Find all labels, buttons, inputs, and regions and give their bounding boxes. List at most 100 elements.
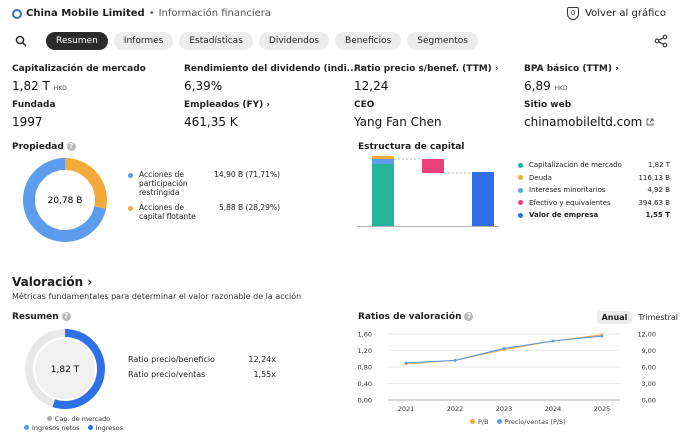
valuation-title[interactable]: Valoración › <box>12 275 93 289</box>
tab-resumen[interactable]: Resumen <box>46 32 108 50</box>
stat-ceo: CEO Yang Fan Chen <box>354 100 442 129</box>
ratios-line-chart: 1,60 12,00 1,20 9,00 0,80 6,00 0,40 3,00 0,00 0,0… <box>358 331 656 414</box>
legend-dot <box>46 416 52 421</box>
legend-label: Acciones de capital flotante <box>139 203 196 221</box>
help-icon[interactable]: ? <box>61 312 71 321</box>
stat-dividend-yield[interactable]: Rendimiento del dividendo (indi... › 6,3… <box>184 64 364 93</box>
page-header: China Mobile Limited • Información finan… <box>12 8 271 19</box>
ratio-row: Ratio precio/beneficio 12,24x <box>128 355 276 364</box>
capital-legend: Capitalización de mercado 1,82 T Deuda 116… <box>518 159 670 222</box>
stat-value: 1,82 T <box>12 79 50 93</box>
legend-item: Precio/ventas (P/S) <box>496 418 566 426</box>
y-tick-left: 0,00 <box>358 397 372 405</box>
stat-value: 6,89 <box>524 79 551 93</box>
help-icon[interactable]: ? <box>464 312 474 321</box>
stat-value: 6,39% <box>184 79 223 93</box>
share-icon[interactable] <box>654 34 668 48</box>
donut-segment-float <box>23 158 107 242</box>
y-tick-left: 1,20 <box>358 347 372 355</box>
stat-employees[interactable]: Empleados (FY) › 461,35 K <box>184 100 270 129</box>
legend-label: Efectivo y equivalentes <box>529 198 611 207</box>
website-link[interactable]: chinamobileltd.com <box>524 115 643 129</box>
toggle-annual[interactable]: Anual <box>596 311 633 324</box>
donut-center-value: 20,78 B <box>48 196 83 206</box>
legend-item: Valor de empresa 1,55 T <box>518 209 670 222</box>
section-name: Información financiera <box>158 8 272 19</box>
stat-label: BPA básico (TTM) <box>524 64 613 74</box>
series-point <box>551 339 555 343</box>
legend-dot <box>470 419 475 424</box>
legend-dot <box>496 419 502 424</box>
back-to-chart-button[interactable]: 0 Volver al gráfico <box>567 7 666 20</box>
tab-beneficios[interactable]: Beneficios <box>335 32 402 50</box>
shield-icon: 0 <box>567 7 580 20</box>
tab-segmentos[interactable]: Segmentos <box>407 32 478 50</box>
stat-eps[interactable]: BPA básico (TTM) › 6,89 HKD <box>524 64 619 93</box>
valuation-subtitle: Métricas fundamentales para determinar e… <box>12 292 302 301</box>
ratio-value: 12,24x <box>248 355 276 364</box>
legend-label: Deuda <box>529 173 552 182</box>
legend-value: 1,55 T <box>645 211 670 220</box>
y-tick-right: 6,00 <box>642 364 656 372</box>
stat-website: Sitio web chinamobileltd.com <box>524 100 654 129</box>
tab-informes[interactable]: Informes <box>113 32 174 50</box>
tab-estadisticas[interactable]: Estadísticas <box>179 32 253 50</box>
legend-dot <box>518 187 523 193</box>
legend-dot <box>128 173 133 178</box>
valuation-donut: 1,82 T <box>25 329 105 409</box>
stat-pe-ratio[interactable]: Ratio precio s/benef. (TTM) › 12,24 <box>354 64 499 93</box>
legend-value: 116,13 B <box>638 173 670 182</box>
legend-label: Ingresos <box>95 424 124 432</box>
tab-dividendos[interactable]: Dividendos <box>258 32 330 50</box>
capital-waterfall <box>358 156 498 227</box>
legend-item: Deuda 116,13 B <box>518 172 670 185</box>
chevron-right-icon: › <box>615 64 619 74</box>
stat-unit: HKD <box>554 85 568 92</box>
stat-value: 461,35 K <box>184 115 238 129</box>
legend-item: Acciones de participación restringida 14… <box>128 170 280 197</box>
capital-structure-title: Estructura de capital <box>358 142 465 152</box>
chevron-right-icon: › <box>266 100 271 110</box>
legend-dot <box>128 206 133 211</box>
stat-value: 12,24 <box>354 79 389 93</box>
bar-cash <box>422 159 444 173</box>
legend-item: Cap. de mercado <box>24 415 123 423</box>
help-icon[interactable]: ? <box>66 142 76 151</box>
legend-item: P/B <box>470 418 489 426</box>
legend-value: 14,90 B (71,71%) <box>214 170 280 179</box>
donut-center-value: 1,82 T <box>51 365 80 375</box>
y-tick-right: 0,00 <box>642 397 656 405</box>
legend-dot <box>518 212 523 218</box>
chevron-right-icon: › <box>494 64 499 74</box>
legend-item: Acciones de capital flotante 5,88 B (28,… <box>128 203 280 221</box>
bar-enterprise-value <box>472 172 494 226</box>
donut-inner <box>35 339 95 399</box>
legend-dot <box>518 175 523 181</box>
legend-label: Valor de empresa <box>529 211 599 220</box>
tab-bar: Resumen Informes Estadísticas Dividendos… <box>12 32 478 50</box>
search-button[interactable] <box>12 32 30 50</box>
bar-debt <box>372 156 394 159</box>
series-point <box>600 334 604 338</box>
back-to-chart-label: Volver al gráfico <box>585 8 666 19</box>
summary-title-text: Resumen <box>12 312 59 322</box>
toggle-quarterly[interactable]: Trimestral <box>638 313 678 322</box>
legend-item: Efectivo y equivalentes 394,63 B <box>518 197 670 210</box>
y-tick-left: 0,80 <box>358 364 372 372</box>
company-name[interactable]: China Mobile Limited <box>26 8 145 19</box>
external-link-icon[interactable] <box>646 118 654 126</box>
legend-label: Acciones de participación restringida <box>139 170 188 197</box>
y-tick-right: 9,00 <box>642 347 656 355</box>
legend-label: Capitalización de mercado <box>529 161 622 170</box>
ratios-chart-title-text: Ratios de valoración <box>358 312 462 322</box>
legend-dot <box>87 425 93 430</box>
ratios-chart-legend: P/B Precio/ventas (P/S) <box>470 418 566 426</box>
stat-label: Capitalización de mercado <box>12 64 146 74</box>
x-tick: 2024 <box>545 405 562 413</box>
stat-label: Rendimiento del dividendo (indi... <box>184 64 357 74</box>
x-tick: 2022 <box>447 405 464 413</box>
stat-label: Fundada <box>12 100 56 110</box>
stat-founded: Fundada 1997 <box>12 100 56 129</box>
ownership-donut: 20,78 B <box>23 158 107 242</box>
legend-value: 1,82 T <box>647 161 670 170</box>
